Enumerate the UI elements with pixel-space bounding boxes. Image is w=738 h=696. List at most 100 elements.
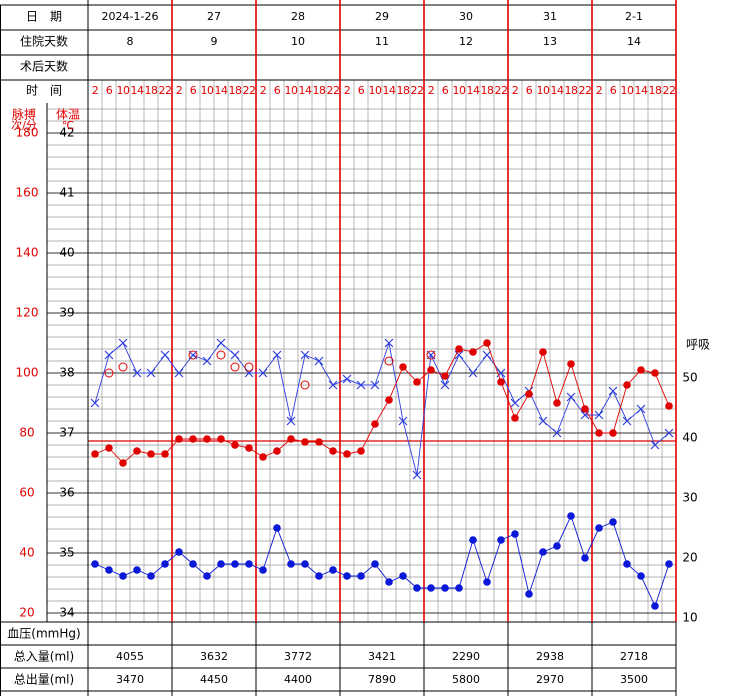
temp-marker	[286, 416, 296, 426]
hour: 22	[327, 84, 340, 97]
dot-marker	[483, 339, 491, 347]
dot-marker	[623, 560, 631, 568]
dot-marker	[385, 396, 393, 404]
hour: 10	[285, 84, 298, 97]
dot-marker	[525, 390, 533, 398]
footer-value: 4400	[284, 673, 312, 686]
dot-marker	[637, 572, 645, 580]
footer-value: 3632	[200, 650, 228, 663]
temp-marker	[398, 416, 408, 426]
temp-marker	[650, 440, 660, 450]
temp-marker	[412, 470, 422, 480]
dot-marker	[567, 512, 575, 520]
dot-marker	[385, 578, 393, 586]
temp-marker	[314, 356, 324, 366]
date: 2024-1-26	[102, 10, 159, 23]
hour: 22	[411, 84, 424, 97]
dot-marker	[371, 560, 379, 568]
dot-marker	[399, 572, 407, 580]
temp-marker	[636, 404, 646, 414]
dot-marker	[581, 554, 589, 562]
dot-marker	[413, 584, 421, 592]
pulse-tick-label: 80	[19, 426, 34, 440]
dot-marker	[315, 438, 323, 446]
hour: 2	[260, 84, 267, 97]
dot-marker	[175, 435, 183, 443]
dot-marker	[287, 560, 295, 568]
dot-marker	[567, 360, 575, 368]
footer-value: 2718	[620, 650, 648, 663]
header-label: 日 期	[26, 10, 62, 24]
cooling-marker	[118, 362, 128, 372]
dot-marker	[189, 435, 197, 443]
temp-marker	[216, 338, 226, 348]
dot-marker	[217, 560, 225, 568]
temp-marker	[664, 428, 674, 438]
temp-marker	[300, 350, 310, 360]
footer-value: 3772	[284, 650, 312, 663]
dot-marker	[343, 572, 351, 580]
hour: 22	[579, 84, 592, 97]
pulse-tick-label: 120	[16, 306, 39, 320]
dot-marker	[329, 447, 337, 455]
temp-tick-label: 39	[59, 306, 74, 320]
dot-marker	[175, 548, 183, 556]
date: 2-1	[625, 10, 643, 23]
hour: 14	[215, 84, 228, 97]
footer-value: 3470	[116, 673, 144, 686]
dot-marker	[469, 348, 477, 356]
temp-marker	[370, 380, 380, 390]
temp-marker	[566, 392, 576, 402]
header-label: 时 间	[26, 84, 62, 98]
resp-tick-label: 50	[682, 371, 697, 385]
dot-marker	[259, 566, 267, 574]
hour: 14	[467, 84, 480, 97]
temp-marker	[132, 368, 142, 378]
hour: 10	[453, 84, 466, 97]
temp-label: 体温	[56, 108, 80, 122]
temp-marker	[482, 350, 492, 360]
temp-marker	[622, 416, 632, 426]
temp-unit: ℃	[62, 119, 74, 132]
dot-marker	[637, 366, 645, 374]
pulse-label: 脉搏	[12, 107, 36, 122]
dot-marker	[553, 542, 561, 550]
temp-marker	[328, 380, 338, 390]
dot-marker	[147, 450, 155, 458]
stay-days: 11	[375, 35, 389, 48]
hour: 6	[106, 84, 113, 97]
footer-value: 2290	[452, 650, 480, 663]
cooling-marker	[216, 350, 226, 360]
temp-marker	[146, 368, 156, 378]
temp-marker	[118, 338, 128, 348]
resp-label: 呼吸	[686, 338, 710, 352]
hour: 22	[663, 84, 676, 97]
dot-marker	[105, 444, 113, 452]
temp-tick-label: 34	[59, 606, 74, 620]
footer-value: 3421	[368, 650, 396, 663]
hour: 6	[358, 84, 365, 97]
hour: 6	[610, 84, 617, 97]
dot-marker	[497, 536, 505, 544]
date: 31	[543, 10, 557, 23]
temp-marker	[608, 386, 618, 396]
dot-marker	[399, 363, 407, 371]
cooling-marker	[426, 350, 436, 360]
hour: 10	[201, 84, 214, 97]
dot-marker	[259, 453, 267, 461]
temp-tick-label: 35	[59, 546, 74, 560]
hour: 14	[299, 84, 312, 97]
temp-marker	[230, 350, 240, 360]
dot-marker	[553, 399, 561, 407]
pulse-tick-label: 180	[16, 126, 39, 140]
hour: 14	[383, 84, 396, 97]
resp-tick-label: 40	[682, 431, 697, 445]
dot-marker	[539, 348, 547, 356]
stay-days: 10	[291, 35, 305, 48]
hour: 18	[229, 84, 242, 97]
header-label: 术后天数	[20, 59, 68, 74]
hour: 2	[344, 84, 351, 97]
temp-marker	[510, 398, 520, 408]
footer-value: 2970	[536, 673, 564, 686]
dot-marker	[455, 584, 463, 592]
